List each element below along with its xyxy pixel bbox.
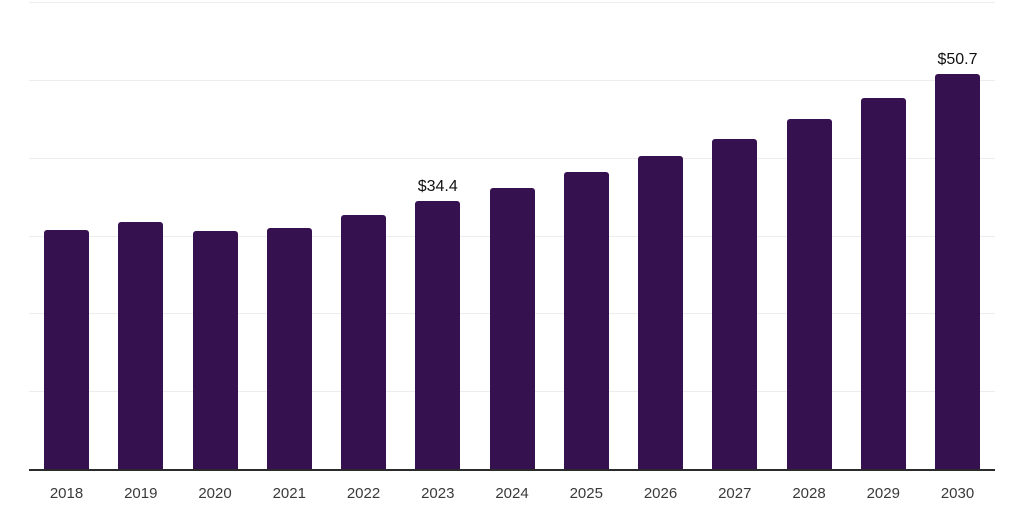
gridline-50 — [29, 79, 995, 81]
x-tick-label-2026: 2026 — [643, 485, 678, 502]
x-tick-label-2030: 2030 — [940, 485, 975, 502]
x-tick-label-2020: 2020 — [198, 485, 232, 502]
bar-2023 — [415, 201, 461, 469]
x-tick-label-2024: 2024 — [495, 485, 529, 502]
x-tick-label-2018: 2018 — [49, 485, 84, 502]
x-axis-line — [29, 469, 995, 471]
x-tick-label-2021: 2021 — [272, 485, 306, 502]
x-tick-label-2027: 2027 — [718, 485, 752, 502]
x-tick-label-2028: 2028 — [792, 485, 826, 502]
bar-2030 — [935, 74, 980, 469]
plot-area: $34.4 $50.7 — [29, 2, 995, 471]
bar-2024 — [489, 188, 535, 469]
x-tick-label-2029: 2029 — [866, 485, 900, 502]
bar-2018 — [44, 230, 89, 469]
bar-2019 — [118, 221, 164, 469]
bar-2029 — [860, 97, 906, 469]
gridline-40 — [29, 157, 995, 159]
value-label-2023: $34.4 — [417, 178, 458, 196]
gridline-60 — [29, 2, 995, 3]
bar-2025 — [563, 172, 609, 469]
bar-2022 — [341, 214, 386, 469]
x-tick-label-2023: 2023 — [421, 485, 455, 502]
bar-2028 — [786, 118, 832, 469]
bar-2020 — [192, 230, 238, 469]
x-tick-label-2022: 2022 — [346, 485, 381, 502]
x-tick-label-2025: 2025 — [569, 485, 603, 502]
bar-2021 — [266, 227, 312, 469]
value-label-2030: $50.7 — [937, 51, 978, 69]
bar-2026 — [638, 156, 683, 469]
bar-2027 — [712, 139, 758, 469]
x-tick-label-2019: 2019 — [124, 485, 158, 502]
